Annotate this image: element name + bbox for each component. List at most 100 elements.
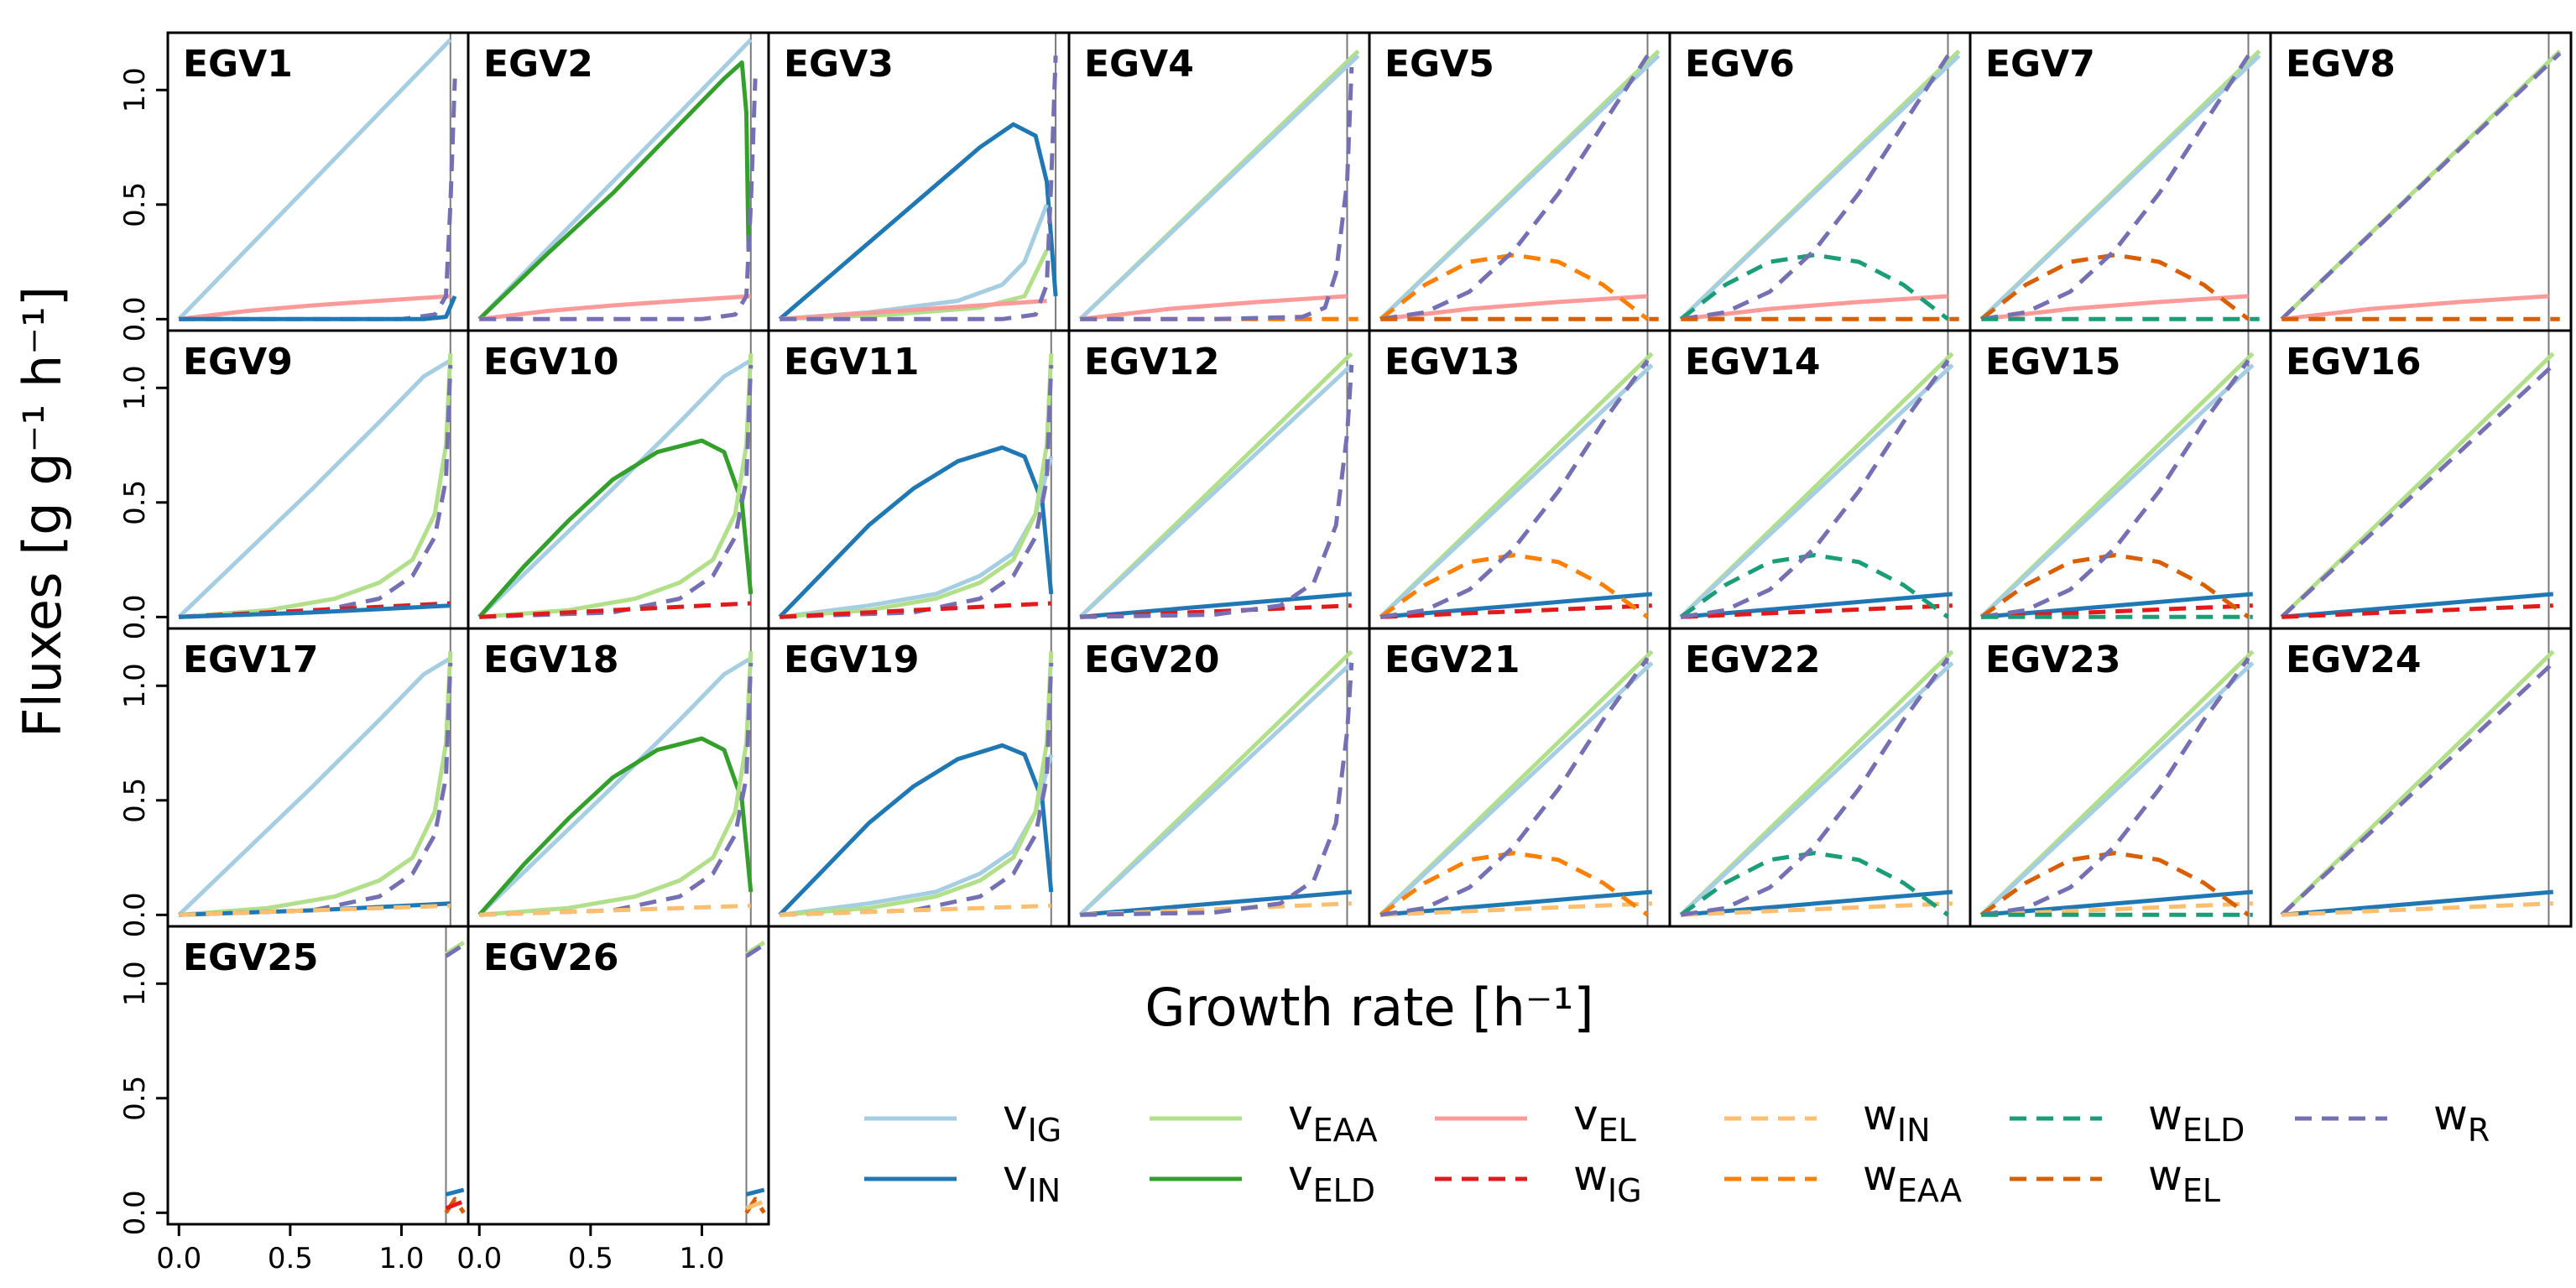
panel-lines <box>177 331 453 628</box>
series-line-wIN <box>2281 901 2553 917</box>
series-line-wIG <box>1080 603 1352 619</box>
series-line-wIG <box>179 601 451 619</box>
panel-egv11: EGV11 <box>767 329 1071 630</box>
series-line-vEAA <box>179 353 453 619</box>
panel-lines <box>1679 331 1954 628</box>
panel-lines <box>1979 33 2261 331</box>
series-line-vIG <box>1679 661 1954 917</box>
panel-egv25: EGV25 0.0 0.5 1.0 0.0 0.5 1.0 <box>118 925 470 1275</box>
series-line-vIN <box>1981 592 2254 619</box>
legend-item-vELD: vELD <box>1150 1151 1375 1209</box>
series-line-wR <box>1980 657 2250 917</box>
legend-item-wIG: wIG <box>1435 1151 1642 1209</box>
panel-title: EGV21 <box>1384 639 1520 681</box>
series-line-wIG <box>479 601 751 619</box>
x-tick-label: 1.0 <box>679 1242 724 1275</box>
panel-lines <box>1679 33 1961 331</box>
series-line-vEL <box>179 294 451 321</box>
panel-lines <box>744 926 766 1224</box>
series-line-vIG <box>177 38 452 321</box>
legend-label: vIG <box>1003 1091 1061 1149</box>
series-line-wR <box>2280 51 2562 321</box>
panel-egv16: EGV16 <box>2269 329 2573 630</box>
series-line-vIG <box>1379 363 1654 619</box>
series-line-vEAA <box>780 651 1054 917</box>
series-line-vIG <box>1379 54 1661 321</box>
panel-egv15: EGV15 <box>1969 329 2272 630</box>
panel-egv10: EGV10 <box>467 329 770 630</box>
panel-title: EGV14 <box>1685 341 1820 383</box>
series-line-wR <box>479 78 758 321</box>
panel-title: EGV20 <box>1084 639 1219 681</box>
panel-lines <box>1078 331 1354 628</box>
series-line-vIN <box>745 1187 765 1197</box>
x-tick-label: 1.0 <box>378 1242 424 1275</box>
series-line-wEL <box>1979 851 2250 917</box>
series-line-wIN <box>1981 901 2253 917</box>
series-line-wIG <box>1981 603 2253 619</box>
panel-egv7: EGV7 <box>1969 31 2272 332</box>
legend-item-vEAA: vEAA <box>1150 1091 1378 1149</box>
series-line-vIN <box>1681 592 1953 619</box>
panel-egv2: EGV2 <box>467 31 770 332</box>
panel-lines <box>1379 628 1654 926</box>
series-line-wIG <box>1380 603 1652 619</box>
series-line-wR <box>1980 54 2250 321</box>
series-line-wR <box>1080 66 1354 321</box>
panel-title: EGV22 <box>1685 639 1820 681</box>
series-line-vIG <box>1979 363 2255 619</box>
series-line-vIN <box>1080 592 1353 619</box>
panel-egv13: EGV13 <box>1368 329 1671 630</box>
series-line-vIG <box>477 656 753 917</box>
x-tick-label: 0.0 <box>156 1242 201 1275</box>
legend-item-wEAA: wEAA <box>1724 1151 1962 1209</box>
series-line-wIN <box>1681 901 1953 917</box>
series-line-wIN <box>780 903 1051 917</box>
panel-egv12: EGV12 <box>1067 329 1371 630</box>
panel-title: EGV10 <box>483 341 618 383</box>
series-line-wIN <box>1380 901 1652 917</box>
legend-item-vEL: vEL <box>1435 1091 1636 1149</box>
series-line-wEL <box>1979 253 2250 321</box>
series-line-wEAA <box>1379 851 1649 917</box>
legend-label: vEAA <box>1288 1091 1378 1149</box>
panel-lines <box>1679 628 1954 926</box>
panel-title: EGV26 <box>483 936 618 979</box>
legend-label: wEAA <box>1863 1151 1962 1209</box>
panel-lines <box>1078 33 1360 331</box>
series-line-wR <box>179 78 457 321</box>
y-tick-label: 0.5 <box>118 182 152 227</box>
panel-title: EGV5 <box>1384 43 1494 86</box>
series-line-wIN <box>745 1199 765 1211</box>
series-line-vEAA <box>479 353 754 619</box>
series-line-wR <box>1379 54 1650 321</box>
y-tick-label: 0.0 <box>118 594 152 639</box>
y-tick-label: 0.0 <box>118 1190 152 1235</box>
panel-lines <box>477 33 758 331</box>
series-line-wR <box>1680 54 1950 321</box>
panel-egv22: EGV22 <box>1668 627 1972 928</box>
series-line-wIN <box>1080 901 1352 917</box>
panel-egv20: EGV20 <box>1067 627 1371 928</box>
series-line-wR <box>1680 657 1950 917</box>
panel-egv24: EGV24 <box>2269 627 2573 928</box>
series-line-vEL <box>2281 294 2549 321</box>
series-line-vIN <box>778 743 1054 917</box>
series-line-vEL <box>1080 294 1348 321</box>
series-line-wELD <box>1679 253 1950 321</box>
y-tick-label: 0.5 <box>118 1076 152 1121</box>
panel-title: EGV19 <box>784 639 919 681</box>
legend-label: wIG <box>1573 1151 1642 1209</box>
series-line-vIG <box>477 358 753 619</box>
series-line-vIG <box>1679 363 1954 619</box>
legend-label: wIN <box>1863 1091 1931 1149</box>
panel-egv9: EGV9 0.0 0.5 1.0 <box>118 329 470 639</box>
panel-egv6: EGV6 <box>1668 31 1972 332</box>
series-line-wR <box>780 662 1054 917</box>
series-line-vELD <box>477 438 754 618</box>
series-line-vIN <box>1380 592 1653 619</box>
panel-lines <box>1979 628 2255 926</box>
panel-lines <box>1379 331 1654 628</box>
series-line-vIN <box>1380 889 1653 917</box>
